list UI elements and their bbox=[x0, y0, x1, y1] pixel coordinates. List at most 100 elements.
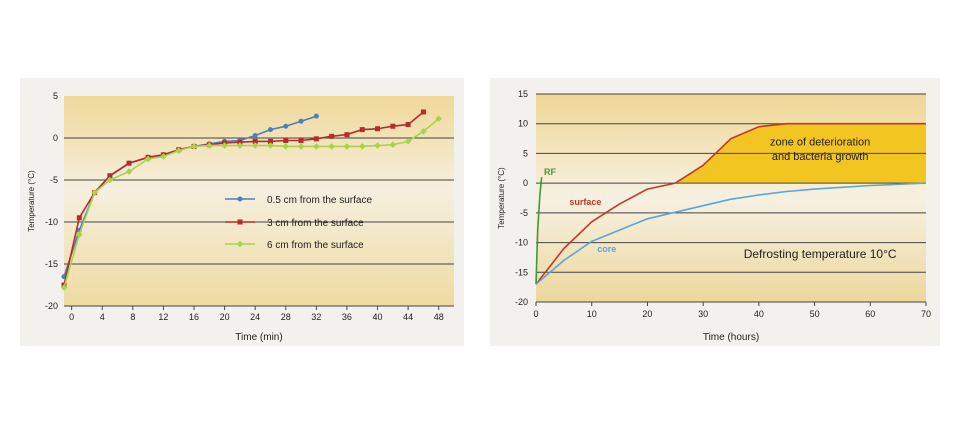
x-tick-label: 10 bbox=[587, 309, 597, 319]
x-tick-label: 36 bbox=[342, 312, 352, 322]
series-label-surface: surface bbox=[569, 197, 601, 207]
data-point-series-2 bbox=[205, 142, 213, 149]
data-point-series-1 bbox=[344, 132, 350, 138]
defrost-label: Defrosting temperature 10°C bbox=[744, 247, 897, 261]
x-tick-label: 40 bbox=[373, 312, 383, 322]
y-tick-label: -20 bbox=[45, 301, 58, 311]
plot-area bbox=[64, 96, 454, 306]
y-tick-label: 0 bbox=[523, 178, 528, 188]
y-tick-label: -20 bbox=[515, 297, 528, 307]
chart-panel-freezing: 5 0 -5 -10 -15 -20 0 4 8 12 16 20 24 28 32 36 40 44 48 Time… bbox=[20, 78, 464, 346]
x-tick-label: 16 bbox=[189, 312, 199, 322]
data-point-series-2 bbox=[251, 142, 259, 149]
x-tick-label: 60 bbox=[865, 309, 875, 319]
data-point-series-2 bbox=[91, 189, 98, 196]
data-point-series-1 bbox=[329, 133, 335, 139]
series-label-core: core bbox=[597, 244, 616, 254]
y-tick-label: -15 bbox=[515, 267, 528, 277]
y-tick-label: 10 bbox=[518, 119, 528, 129]
y-axis-title: Temperature (°C) bbox=[27, 170, 36, 232]
legend-marker-2 bbox=[236, 240, 244, 248]
data-point-series-2 bbox=[190, 143, 198, 150]
data-point-series-1 bbox=[267, 138, 273, 144]
data-point-series-1 bbox=[359, 127, 365, 133]
data-point-series-1 bbox=[298, 138, 304, 144]
data-point-series-0 bbox=[313, 113, 319, 119]
data-point-series-1 bbox=[252, 138, 258, 144]
data-point-series-1 bbox=[420, 109, 426, 115]
data-point-series-2 bbox=[358, 143, 366, 150]
x-axis-title: Time (min) bbox=[235, 332, 282, 343]
data-point-series-1 bbox=[237, 139, 243, 145]
data-point-series-2 bbox=[221, 142, 228, 149]
y-tick-label: -10 bbox=[515, 238, 528, 248]
data-point-series-2 bbox=[125, 168, 133, 175]
data-point-series-1 bbox=[313, 136, 319, 142]
x-axis-title: Time (hours) bbox=[703, 332, 759, 343]
series-line-surface bbox=[535, 122, 926, 285]
y-tick-label: 5 bbox=[53, 91, 58, 101]
data-point-series-2 bbox=[236, 142, 244, 149]
y-tick-label: -10 bbox=[45, 217, 58, 227]
series-line-1 bbox=[63, 111, 424, 286]
series-label-RF: RF bbox=[544, 167, 556, 177]
data-point-series-2 bbox=[75, 231, 83, 238]
data-point-series-2 bbox=[106, 176, 114, 184]
data-point-series-1 bbox=[405, 122, 411, 128]
data-point-series-2 bbox=[420, 127, 427, 135]
data-point-series-2 bbox=[267, 142, 274, 149]
data-point-series-2 bbox=[282, 143, 290, 150]
y-tick-label: -5 bbox=[50, 175, 58, 185]
data-point-series-2 bbox=[60, 284, 68, 291]
y-tick-label: 15 bbox=[518, 89, 528, 99]
x-tick-label: 50 bbox=[810, 309, 820, 319]
data-point-series-1 bbox=[390, 123, 396, 129]
data-point-series-0 bbox=[298, 118, 304, 124]
chart-panel-defrosting: 15 10 5 0 -5 -10 -15 -20 0 10 20 30 40 50 60 70 Time (ho… bbox=[490, 78, 940, 346]
data-point-series-1 bbox=[283, 138, 289, 144]
data-point-series-2 bbox=[343, 143, 351, 150]
x-tick-label: 0 bbox=[533, 309, 538, 319]
x-tick-label: 20 bbox=[642, 309, 652, 319]
data-point-series-2 bbox=[313, 143, 320, 150]
x-tick-label: 70 bbox=[921, 309, 931, 319]
y-axis-title: Temperature (°C) bbox=[497, 167, 506, 229]
zone-label-line2: and bacteria growth bbox=[772, 151, 869, 163]
data-point-series-0 bbox=[267, 127, 273, 133]
x-tick-label: 0 bbox=[69, 312, 74, 322]
data-point-series-2 bbox=[389, 141, 397, 149]
data-point-series-0 bbox=[252, 132, 258, 138]
y-tick-label: 0 bbox=[53, 133, 58, 143]
series-line-core bbox=[535, 182, 927, 285]
legend-marker-0 bbox=[237, 196, 243, 202]
y-tick-label: -5 bbox=[520, 208, 528, 218]
x-tick-label: 30 bbox=[698, 309, 708, 319]
data-point-series-1 bbox=[375, 126, 381, 132]
freezing-chart: 50-5-10-15-200 4 8 12 16 20 24 28 32 36 40 44 48Time… bbox=[27, 91, 454, 343]
data-point-series-2 bbox=[297, 143, 305, 150]
x-tick-label: 28 bbox=[281, 312, 291, 322]
data-point-series-1 bbox=[126, 160, 132, 166]
legend-marker-1 bbox=[237, 219, 243, 225]
data-point-series-0 bbox=[283, 123, 289, 129]
y-tick-label: 5 bbox=[523, 148, 528, 158]
data-point-series-1 bbox=[107, 173, 113, 179]
series-line-RF bbox=[535, 177, 543, 285]
x-tick-label: 4 bbox=[100, 312, 105, 322]
x-tick-label: 12 bbox=[158, 312, 168, 322]
data-point-series-2 bbox=[144, 155, 152, 163]
legend-label-1: 3 cm from the surface bbox=[267, 218, 364, 229]
x-tick-label: 20 bbox=[220, 312, 230, 322]
data-point-series-2 bbox=[175, 147, 183, 154]
data-point-series-2 bbox=[374, 142, 381, 149]
legend-label-2: 6 cm from the surface bbox=[267, 240, 364, 251]
x-tick-label: 8 bbox=[130, 312, 135, 322]
x-tick-label: 48 bbox=[434, 312, 444, 322]
data-point-series-2 bbox=[328, 143, 335, 150]
data-point-series-1 bbox=[76, 215, 82, 221]
x-tick-label: 24 bbox=[250, 312, 260, 322]
zone-label-line1: zone of deterioration bbox=[770, 137, 870, 149]
y-tick-label: -15 bbox=[45, 259, 58, 269]
x-tick-label: 44 bbox=[403, 312, 413, 322]
